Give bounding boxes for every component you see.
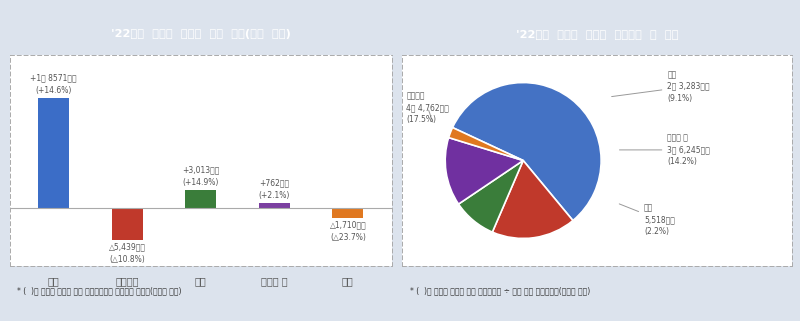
Text: '22년중  자회사  권역별  이익규모  및  비중: '22년중 자회사 권역별 이익규모 및 비중 — [516, 29, 678, 39]
Text: 금융투자
4조 4,762억원
(17.5%): 금융투자 4조 4,762억원 (17.5%) — [406, 91, 449, 124]
Bar — [259, 203, 290, 208]
Text: +1조 8571억원
(+14.6%): +1조 8571억원 (+14.6%) — [30, 74, 77, 95]
Bar — [333, 208, 363, 218]
Bar — [112, 208, 142, 239]
Text: * (  )는 자회사 권역별 개별 당기순이익 ÷ 전체 개별 당기순이익(지주사 제외): * ( )는 자회사 권역별 개별 당기순이익 ÷ 전체 개별 당기순이익(지주… — [410, 287, 590, 296]
Text: 은행
14조 6,001억원
(57.1%): 은행 14조 6,001억원 (57.1%) — [476, 154, 532, 188]
Text: 여전사 등
3조 6,245억원
(14.2%): 여전사 등 3조 6,245억원 (14.2%) — [619, 134, 710, 166]
Bar — [186, 190, 216, 208]
Text: +3,013억원
(+14.9%): +3,013억원 (+14.9%) — [182, 165, 219, 187]
Text: △1,710억원
(△23.7%): △1,710억원 (△23.7%) — [330, 221, 366, 242]
Text: * (  )는 자회사 권역별 개별 당기순이익의 전년대비 증감률(지주사 제외): * ( )는 자회사 권역별 개별 당기순이익의 전년대비 증감률(지주사 제외… — [18, 287, 182, 296]
Text: +762억원
(+2.1%): +762억원 (+2.1%) — [258, 179, 290, 200]
Text: 보험
2조 3,283억원
(9.1%): 보험 2조 3,283억원 (9.1%) — [612, 70, 710, 103]
Text: '22년중  자회사  권역별  이익  증감(전년  대비): '22년중 자회사 권역별 이익 증감(전년 대비) — [111, 29, 290, 39]
Text: △5,439억원
(△10.8%): △5,439억원 (△10.8%) — [109, 243, 146, 264]
Text: 기타
5,518억원
(2.2%): 기타 5,518억원 (2.2%) — [619, 204, 675, 236]
Bar — [38, 98, 69, 208]
